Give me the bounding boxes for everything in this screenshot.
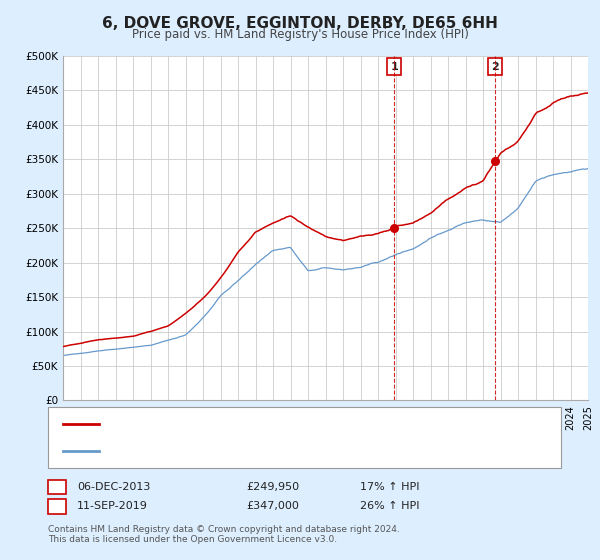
Text: 1: 1 — [53, 482, 61, 492]
Text: 11-SEP-2019: 11-SEP-2019 — [77, 501, 148, 511]
Text: 6, DOVE GROVE, EGGINTON, DERBY, DE65 6HH (detached house): 6, DOVE GROVE, EGGINTON, DERBY, DE65 6HH… — [105, 419, 446, 429]
Text: 6, DOVE GROVE, EGGINTON, DERBY, DE65 6HH: 6, DOVE GROVE, EGGINTON, DERBY, DE65 6HH — [102, 16, 498, 31]
Text: HPI: Average price, detached house, South Derbyshire: HPI: Average price, detached house, Sout… — [105, 446, 389, 456]
Text: 06-DEC-2013: 06-DEC-2013 — [77, 482, 150, 492]
Text: 2: 2 — [491, 62, 499, 72]
Text: Price paid vs. HM Land Registry's House Price Index (HPI): Price paid vs. HM Land Registry's House … — [131, 28, 469, 41]
Text: Contains HM Land Registry data © Crown copyright and database right 2024.: Contains HM Land Registry data © Crown c… — [48, 525, 400, 534]
Text: 1: 1 — [390, 62, 398, 72]
Text: £347,000: £347,000 — [246, 501, 299, 511]
Text: This data is licensed under the Open Government Licence v3.0.: This data is licensed under the Open Gov… — [48, 535, 337, 544]
Text: 26% ↑ HPI: 26% ↑ HPI — [360, 501, 419, 511]
Text: 17% ↑ HPI: 17% ↑ HPI — [360, 482, 419, 492]
Text: 2: 2 — [53, 501, 61, 511]
Text: £249,950: £249,950 — [246, 482, 299, 492]
